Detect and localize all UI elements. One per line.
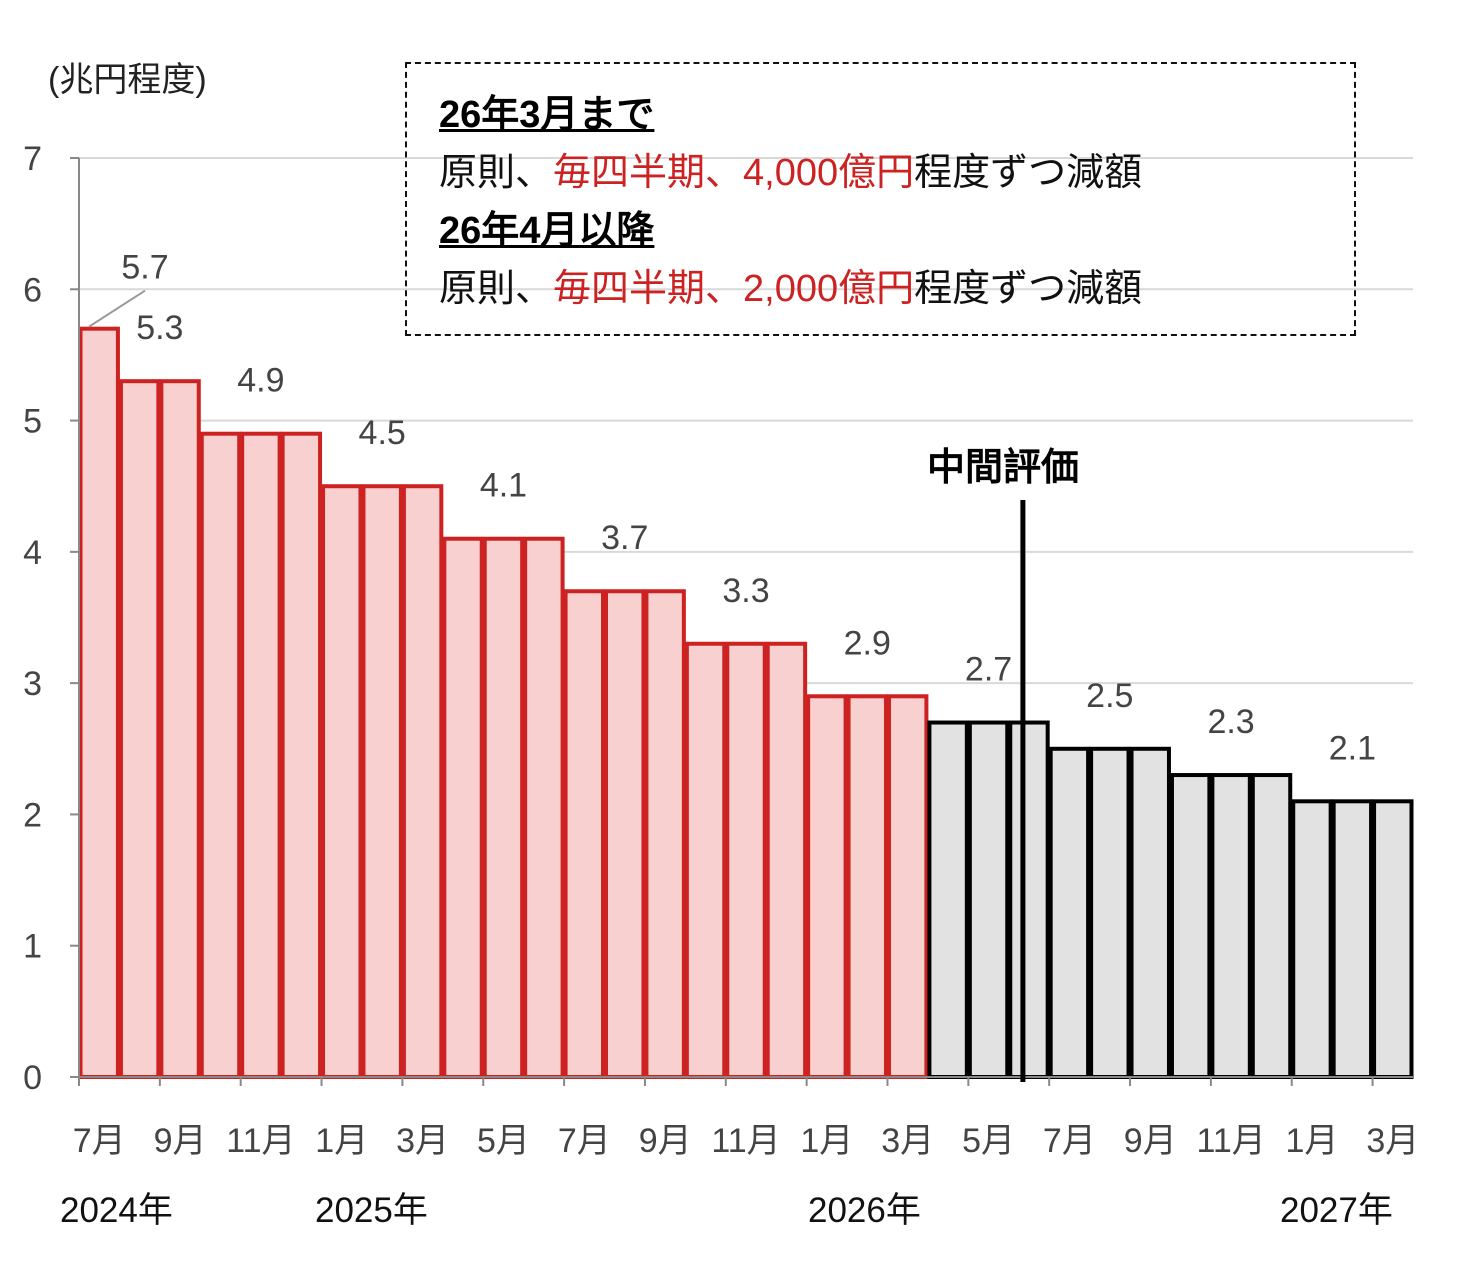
y-tick-label: 6 <box>23 271 42 309</box>
bar <box>684 641 727 1079</box>
x-tick-label: 7月 <box>558 1122 611 1160</box>
x-tick-label: 11月 <box>1196 1122 1265 1160</box>
bar <box>1008 720 1050 1079</box>
data-label: 3.3 <box>722 572 769 610</box>
x-tick-label: 11月 <box>711 1122 780 1160</box>
bar <box>442 536 484 1079</box>
x-tick-label: 9月 <box>1124 1122 1177 1160</box>
x-tick-label: 1月 <box>1285 1122 1338 1160</box>
x-tick-label: 11月 <box>226 1122 295 1160</box>
data-label: 4.9 <box>237 362 284 400</box>
x-tick-label: 7月 <box>1043 1122 1096 1160</box>
y-tick-label: 0 <box>23 1059 42 1097</box>
x-tick-label: 5月 <box>962 1122 1015 1160</box>
x-tick-label: 1月 <box>315 1122 368 1160</box>
x-tick-label: 5月 <box>477 1122 530 1160</box>
x-tick-label: 7月 <box>73 1122 126 1160</box>
bar <box>1129 746 1171 1079</box>
x-tick-label: 3月 <box>396 1122 449 1160</box>
bar <box>199 431 242 1079</box>
bar <box>604 589 646 1079</box>
bar <box>1048 746 1091 1079</box>
bar <box>118 379 161 1079</box>
data-label: 4.5 <box>359 414 406 452</box>
data-label: 2.1 <box>1329 729 1376 767</box>
bar <box>846 694 888 1079</box>
bar <box>1250 773 1293 1079</box>
x-tick-label: 3月 <box>1366 1122 1419 1160</box>
note-text: 原則、 <box>439 268 554 310</box>
data-label: 2.7 <box>965 651 1012 689</box>
x-tick-label: 3月 <box>881 1122 934 1160</box>
reduction-note-box: 26年3月まで 原則、毎四半期、4,000億円程度ずつ減額 26年4月以降 原則… <box>405 62 1356 336</box>
bar <box>886 694 929 1079</box>
bar <box>1210 773 1252 1079</box>
bar <box>1331 799 1374 1079</box>
bar <box>361 484 403 1079</box>
note-text: 程度ずつ減額 <box>914 268 1143 310</box>
data-label: 5.7 <box>121 249 168 287</box>
y-tick-label: 2 <box>23 796 42 834</box>
bar <box>240 431 282 1079</box>
bar <box>280 431 323 1079</box>
bar <box>806 694 848 1079</box>
note-heading-until-march-2026: 26年3月まで <box>439 94 655 136</box>
bar <box>725 641 767 1079</box>
data-label: 3.7 <box>601 519 648 557</box>
bar <box>159 379 201 1079</box>
bar <box>927 720 969 1079</box>
x-tick-label: 9月 <box>639 1122 692 1160</box>
bar <box>765 641 808 1079</box>
x-tick-label: 1月 <box>800 1122 853 1160</box>
y-tick-label: 1 <box>23 928 42 966</box>
bar <box>644 589 686 1079</box>
year-label-2025: 2025年 <box>315 1191 428 1230</box>
bar <box>78 326 120 1079</box>
note-heading-from-april-2026: 26年4月以降 <box>439 210 655 252</box>
bar <box>1291 799 1333 1079</box>
bar <box>1372 799 1414 1079</box>
bar <box>482 536 525 1079</box>
data-label: 5.3 <box>136 309 183 347</box>
midterm-review-label: 中間評価 <box>927 447 1080 489</box>
y-tick-label: 4 <box>23 534 42 572</box>
bar <box>1089 746 1131 1079</box>
bar <box>563 589 606 1079</box>
note-highlight: 毎四半期、4,000億円 <box>553 152 915 194</box>
data-label: 2.5 <box>1086 677 1133 715</box>
year-label-2027: 2027年 <box>1280 1191 1393 1230</box>
data-label: 2.9 <box>844 624 891 662</box>
year-label-2024: 2024年 <box>60 1191 173 1230</box>
y-tick-label: 3 <box>23 665 42 703</box>
data-label: 2.3 <box>1207 703 1254 741</box>
data-label: 4.1 <box>480 467 527 505</box>
bar <box>1169 773 1212 1079</box>
bar <box>967 720 1010 1079</box>
bar <box>321 484 363 1079</box>
year-label-2026: 2026年 <box>808 1191 921 1230</box>
x-tick-label: 9月 <box>154 1122 207 1160</box>
y-axis-unit-label: (兆円程度) <box>48 61 207 99</box>
y-tick-label: 7 <box>23 140 42 178</box>
note-text: 程度ずつ減額 <box>914 152 1143 194</box>
bar <box>401 484 444 1079</box>
y-tick-label: 5 <box>23 403 42 441</box>
note-line-from-april-2026: 原則、毎四半期、2,000億円程度ずつ減額 <box>439 260 1354 318</box>
bar <box>523 536 565 1079</box>
note-highlight: 毎四半期、2,000億円 <box>553 268 915 310</box>
note-text: 原則、 <box>439 152 554 194</box>
note-line-until-march-2026: 原則、毎四半期、4,000億円程度ずつ減額 <box>439 144 1354 202</box>
data-label-leader <box>88 289 146 328</box>
